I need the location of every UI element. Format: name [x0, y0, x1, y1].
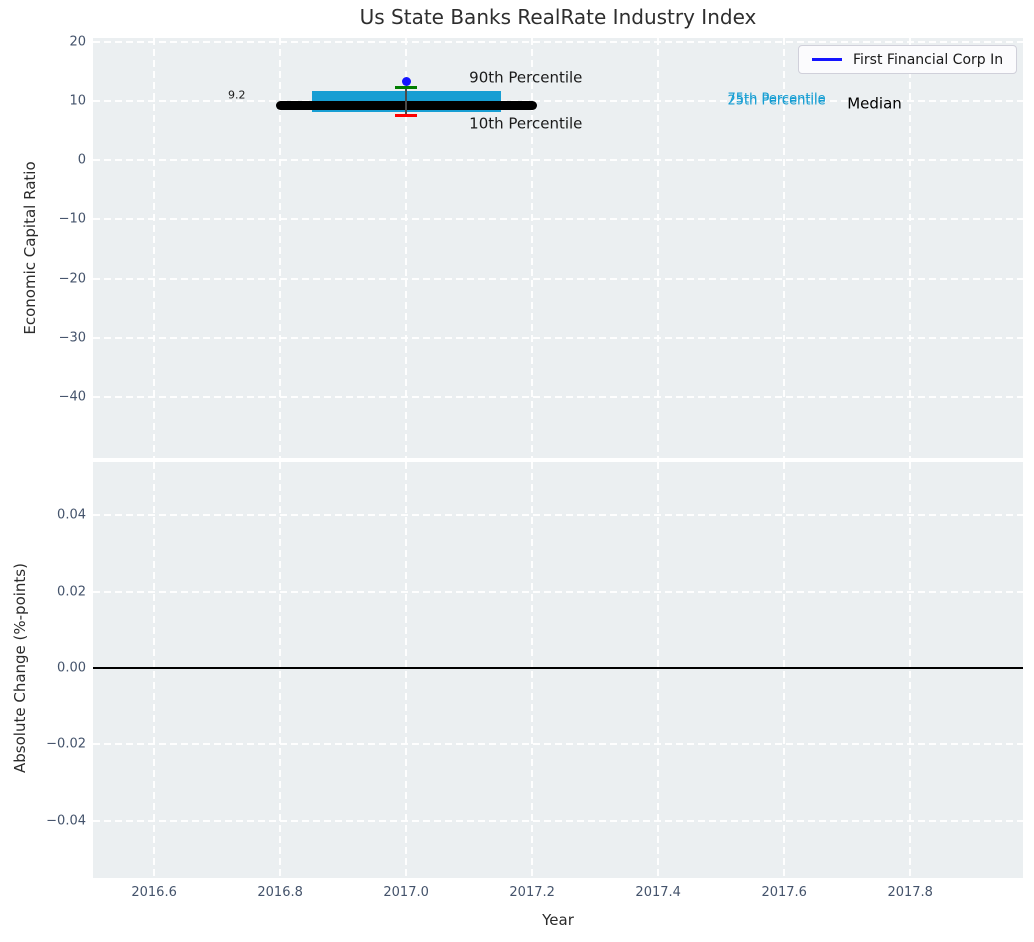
company-point-marker: [401, 76, 411, 86]
p25-percentile-label: 25th Percentile: [727, 93, 826, 109]
gridline-h: [93, 819, 1023, 822]
gridline-h: [93, 336, 1023, 339]
x-tick-label: 2016.6: [131, 885, 177, 900]
gridline-v: [531, 38, 534, 458]
gridline-v: [405, 462, 408, 878]
gridline-v: [783, 462, 786, 878]
legend: First Financial Corp In: [798, 45, 1018, 74]
p90-percentile-label: 90th Percentile: [469, 68, 583, 87]
y-tick-label: −10: [58, 211, 86, 227]
p10-cap: [395, 114, 417, 118]
gridline-h: [93, 159, 1023, 162]
y-tick-label: −40: [58, 389, 86, 405]
gridline-v: [405, 38, 408, 458]
p10-percentile-label: 10th Percentile: [469, 114, 583, 133]
gridline-h: [93, 99, 1023, 102]
gridline-v: [153, 462, 156, 878]
y-tick-label: −0.04: [46, 813, 86, 829]
y-tick-label: 0.00: [57, 660, 86, 676]
gridline-v: [909, 462, 912, 878]
y-axis-label-top: Economic Capital Ratio: [21, 161, 39, 335]
gridline-h: [93, 218, 1023, 221]
top-axes: 9.2 90th Percentile 10th Percentile 75th…: [93, 38, 1023, 458]
gridline-v: [153, 38, 156, 458]
p75-percentile-label: 75th Percentile: [727, 91, 826, 107]
whisker-line: [405, 87, 407, 116]
gridline-h: [93, 743, 1023, 746]
x-tick-label: 2017.0: [383, 885, 429, 900]
gridline-v: [783, 38, 786, 458]
y-tick-label: 0.04: [57, 507, 86, 523]
legend-line-sample: [812, 58, 842, 61]
legend-label: First Financial Corp In: [853, 51, 1004, 68]
y-tick-label: 0.02: [57, 584, 86, 600]
y-tick-label: −0.02: [46, 736, 86, 752]
chart-title: Us State Banks RealRate Industry Index: [359, 5, 757, 29]
gridline-v: [279, 462, 282, 878]
x-axis-label: Year: [542, 911, 574, 929]
gridline-v: [531, 462, 534, 878]
gridline-v: [279, 38, 282, 458]
gridline-v: [657, 462, 660, 878]
zero-line: [93, 667, 1023, 670]
median-value-label: 9.2: [227, 88, 246, 102]
x-tick-label: 2017.4: [635, 885, 681, 900]
bottom-axes: [93, 462, 1023, 878]
gridline-h: [93, 514, 1023, 517]
gridline-v: [657, 38, 660, 458]
median-word-label: Median: [847, 94, 902, 113]
gridline-h: [93, 277, 1023, 280]
x-tick-label: 2017.2: [509, 885, 555, 900]
x-tick-label: 2017.8: [887, 885, 933, 900]
y-tick-label: −30: [58, 330, 86, 346]
gridline-v: [909, 38, 912, 458]
gridline-h: [93, 395, 1023, 398]
y-tick-label: 0: [77, 152, 86, 168]
p90-cap: [395, 86, 417, 90]
y-tick-label: −20: [58, 271, 86, 286]
x-tick-label: 2016.8: [257, 885, 303, 900]
x-tick-label: 2017.6: [761, 885, 807, 900]
gridline-h: [93, 40, 1023, 43]
gridline-h: [93, 590, 1023, 593]
y-tick-label: 10: [69, 93, 86, 109]
y-tick-label: 20: [69, 34, 86, 50]
